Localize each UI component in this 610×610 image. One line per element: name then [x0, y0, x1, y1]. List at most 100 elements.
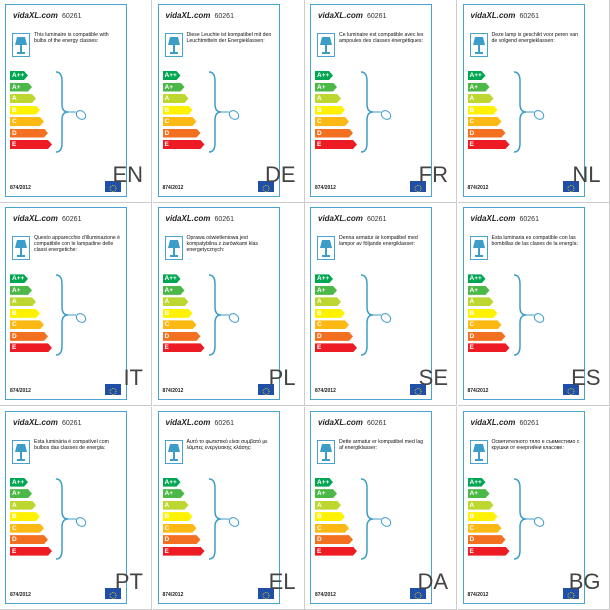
- bracket-svg: [208, 274, 239, 357]
- regulation: 874/2012: [315, 591, 336, 598]
- language-code: DE: [264, 162, 296, 187]
- label-cell: vidaXL.com 60261 Questo apparecchio d'illu…: [0, 203, 152, 407]
- brand-logo: vidaXL.com: [165, 417, 211, 427]
- language-code: SE: [418, 365, 448, 391]
- label-cell: vidaXL.com 60261 Diese Leuchte ist kompati…: [152, 0, 305, 203]
- energy-class-bar: D: [10, 129, 48, 138]
- energy-class-bar: C: [468, 320, 502, 329]
- energy-class-bar: A++: [10, 478, 28, 487]
- energy-class-bar: E: [10, 140, 52, 149]
- energy-label: vidaXL.com 60261 Dette armatur er kompatib…: [310, 410, 432, 604]
- lamp-icon: [469, 439, 488, 469]
- regulation: 874/2012: [315, 185, 336, 191]
- description: Dette armatur er kompatibel med lag af e…: [339, 438, 424, 451]
- eu-stars: [262, 185, 269, 192]
- lamp-icon: [12, 439, 30, 469]
- bracket-svg: [208, 71, 239, 153]
- energy-class-bar: E: [163, 343, 205, 352]
- lamp-icon: [164, 33, 183, 62]
- bracket-svg: [55, 477, 87, 560]
- bracket: [359, 71, 399, 158]
- eu-stars: [262, 591, 269, 599]
- language-code: ES: [571, 365, 601, 391]
- description: Diese Leuchte ist kompatibel mit den Leu…: [186, 32, 272, 44]
- language-code: PL: [268, 365, 296, 391]
- energy-class-bar: C: [10, 320, 44, 329]
- regulation: 874/2012: [10, 388, 31, 395]
- eu-flag: [257, 181, 274, 192]
- energy-class-bar: D: [468, 129, 506, 138]
- brand-logo: vidaXL.com: [318, 11, 363, 20]
- model-number: 60261: [367, 216, 387, 224]
- eu-stars: [414, 388, 422, 396]
- energy-class-bar: A: [163, 501, 189, 510]
- energy-class-bar: C: [468, 117, 502, 126]
- lamp-svg: [12, 236, 30, 261]
- energy-class-bar: A++: [315, 478, 333, 487]
- eu-stars: [567, 388, 574, 396]
- language-code: BG: [568, 568, 601, 594]
- energy-class-bar: D: [163, 535, 201, 544]
- regulation: 874/2012: [467, 185, 489, 191]
- energy-class-bar: A: [10, 297, 36, 306]
- description: Осветителното тяло е съвместимо с крушки…: [491, 438, 580, 451]
- eu-flag: [105, 587, 121, 599]
- energy-class-bar: E: [315, 343, 357, 352]
- regulation: 874/2012: [467, 388, 489, 395]
- energy-class-bar: E: [315, 140, 357, 149]
- energy-class-bar: A++: [468, 478, 486, 487]
- lamp-svg: [12, 33, 30, 57]
- model-number: 60261: [519, 216, 539, 224]
- bracket: [207, 274, 247, 361]
- energy-class-bar: A++: [315, 71, 333, 80]
- eu-flag: [562, 384, 579, 396]
- label-cell: vidaXL.com 60261 Denna armatur är kompatib…: [305, 203, 457, 407]
- eu-flag: [105, 181, 121, 192]
- bracket-svg: [208, 477, 239, 560]
- lamp-icon: [317, 439, 335, 469]
- eu-flag: [105, 384, 121, 396]
- bracket: [54, 274, 94, 361]
- energy-class-bar: A: [315, 501, 341, 510]
- regulation: 874/2012: [10, 591, 31, 598]
- model-number: 60261: [519, 13, 539, 20]
- energy-label: vidaXL.com 60261 Αυτό το φωτιστικό είναι σ…: [157, 410, 280, 604]
- energy-class-bar: C: [10, 117, 44, 126]
- eu-flag: [257, 384, 274, 396]
- eu-flag: [257, 587, 274, 599]
- energy-class-bar: B: [315, 512, 345, 521]
- energy-class-bar: A++: [468, 71, 486, 80]
- eu-stars: [109, 185, 117, 192]
- lamp-icon: [469, 33, 488, 62]
- energy-class-bar: B: [468, 106, 498, 115]
- energy-class-bar: A: [163, 297, 189, 306]
- bracket: [512, 274, 552, 361]
- energy-class-bar: A+: [315, 489, 337, 498]
- brand-logo: vidaXL.com: [165, 11, 211, 20]
- lamp-icon: [12, 236, 30, 265]
- bracket-svg: [513, 477, 544, 560]
- energy-class-bar: B: [10, 106, 40, 115]
- model-number: 60261: [214, 419, 234, 427]
- brand-logo: vidaXL.com: [470, 214, 516, 224]
- eu-stars: [262, 388, 269, 396]
- energy-class-bar: D: [315, 129, 353, 138]
- bracket-svg: [360, 274, 392, 357]
- model-number: 60261: [62, 216, 82, 224]
- language-code: PT: [114, 568, 143, 594]
- energy-class-bar: A+: [468, 83, 490, 92]
- bracket-svg: [360, 71, 392, 153]
- language-code: DA: [417, 568, 448, 594]
- energy-class-bar: A++: [10, 71, 28, 80]
- energy-class-bar: C: [163, 117, 197, 126]
- energy-label: vidaXL.com 60261 Ce luminaire est compatib…: [310, 4, 432, 197]
- energy-class-bar: A++: [468, 274, 486, 283]
- brand-logo: vidaXL.com: [318, 214, 363, 224]
- energy-class-bar: A++: [163, 71, 181, 80]
- energy-class-bar: B: [163, 106, 193, 115]
- lamp-icon: [317, 236, 335, 265]
- energy-class-bar: D: [468, 332, 506, 341]
- language-code: FR: [418, 162, 448, 187]
- bracket: [207, 71, 247, 158]
- label-cell: vidaXL.com 60261 Oprawa oświetleniowa jest…: [152, 203, 305, 407]
